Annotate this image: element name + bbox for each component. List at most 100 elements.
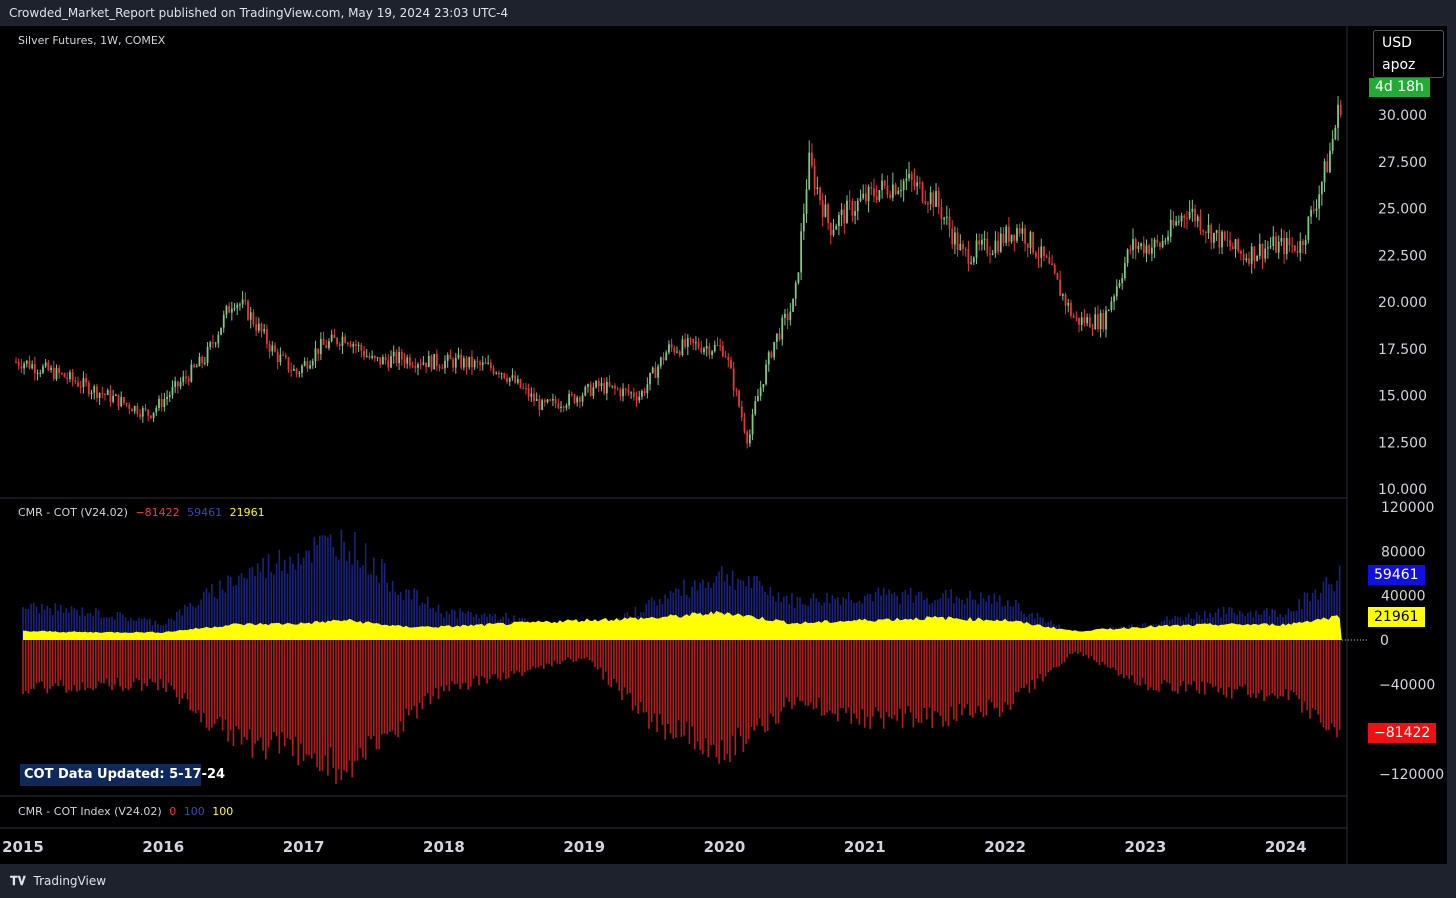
candle-body — [484, 362, 487, 364]
cot-bar-red — [564, 640, 567, 661]
cot-bar-blue — [901, 591, 904, 640]
candle-body — [376, 357, 379, 359]
cot-bar-red — [410, 640, 413, 711]
cot-bar-red — [1050, 640, 1052, 671]
candle-body — [295, 368, 298, 374]
candle-body — [999, 233, 1002, 252]
candle-body — [816, 187, 819, 189]
candle-body — [1221, 231, 1223, 248]
candle-body — [449, 354, 452, 360]
cot-bar-blue — [265, 578, 267, 640]
cot-bar-red — [321, 640, 324, 771]
cot-bar-red — [955, 640, 958, 722]
candle-body — [185, 376, 187, 379]
candle-body — [336, 337, 338, 344]
candle-body — [249, 312, 252, 320]
candle-body — [789, 311, 792, 321]
cot-bar-red — [688, 640, 691, 745]
candle-body — [465, 358, 468, 368]
cot-bar-blue — [837, 597, 839, 640]
cot-bar-red — [567, 640, 569, 658]
cot-bar-red — [739, 640, 742, 737]
cot-bar-red — [1020, 640, 1023, 688]
cot-bar-blue — [178, 609, 181, 640]
cot-bar-red — [661, 640, 664, 725]
candle-body — [1110, 301, 1113, 310]
chart-area[interactable]: 10.000 12.500 15.000 17.500 20.000 22.500 25.0… — [0, 26, 1447, 864]
cot-bar-red — [1198, 640, 1201, 694]
candle-body — [158, 398, 160, 409]
cot-bar-red — [1090, 640, 1093, 657]
cot-bar-blue — [731, 570, 734, 640]
candle-body — [1005, 226, 1008, 243]
cot-bar-blue — [343, 541, 345, 640]
cot-bar-blue — [772, 595, 774, 640]
tradingview-brand[interactable]: 𝐓𝐕 TradingView — [10, 874, 106, 889]
candle-body — [692, 338, 695, 343]
currency-unit-box[interactable]: USD apoz — [1373, 30, 1444, 78]
cot-bar-red — [378, 640, 380, 749]
cot-bar-red — [486, 640, 488, 684]
cot-bar-red — [575, 640, 577, 662]
candle-body — [1156, 239, 1159, 243]
cot-bar-blue — [1006, 600, 1009, 640]
candle-body — [141, 408, 144, 417]
unit-label: apoz — [1382, 57, 1416, 73]
cot-bar-red — [710, 640, 712, 746]
candle-body — [1177, 221, 1180, 223]
candle-body — [972, 257, 975, 263]
cot-bar-blue — [998, 595, 1001, 640]
candle-body — [546, 399, 549, 403]
candle-body — [468, 356, 471, 368]
candle-body — [25, 360, 28, 364]
candle-body — [832, 229, 835, 236]
cot-bar-red — [1263, 640, 1265, 702]
currency-label: USD — [1382, 35, 1412, 51]
index-pane-legend: CMR - COT Index (V24.02) 0 100 100 — [18, 805, 233, 818]
candle-body — [703, 348, 705, 353]
candle-body — [767, 352, 770, 365]
cot-bar-blue — [24, 609, 27, 640]
cot-bar-red — [1001, 640, 1004, 713]
chart-canvas[interactable]: 10.000 12.500 15.000 17.500 20.000 22.500 25.0… — [0, 26, 1447, 864]
cot-bar-red — [1171, 640, 1174, 691]
cot-bar-red — [1074, 640, 1077, 652]
cot-bar-red — [162, 640, 165, 689]
cot-bar-blue — [1322, 581, 1325, 640]
cot-bar-blue — [1325, 576, 1327, 640]
cot-bar-red — [497, 640, 499, 679]
candle-body — [236, 304, 239, 309]
cot-bar-red — [707, 640, 710, 758]
cot-bar-red — [1287, 640, 1290, 701]
cot-bar-blue — [381, 558, 383, 640]
cot-bar-red — [1255, 640, 1257, 698]
candle-body — [1043, 246, 1045, 257]
candle-body — [1183, 215, 1186, 218]
cot-bar-red — [971, 640, 974, 718]
candle-body — [476, 360, 479, 363]
time-tick-label: 2021 — [844, 838, 886, 856]
cot-bar-red — [1031, 640, 1033, 681]
candle-body — [994, 240, 997, 254]
cot-bar-blue — [135, 620, 138, 640]
candle-body — [595, 381, 597, 388]
cot-bar-red — [443, 640, 445, 692]
candle-body — [886, 185, 889, 195]
cot-bar-blue — [704, 587, 707, 640]
candle-body — [31, 364, 34, 369]
cot-bar-red — [915, 640, 917, 719]
candle-body — [673, 347, 676, 353]
cot-bar-blue — [413, 588, 416, 640]
cot-bar-red — [345, 640, 348, 773]
candle-body — [1266, 247, 1269, 249]
candle-body — [711, 351, 713, 355]
cot-bar-blue — [874, 591, 877, 640]
time-tick-label: 2017 — [283, 838, 325, 856]
candle-body — [1086, 317, 1089, 324]
candle-body — [33, 364, 36, 374]
cot-bar-blue — [351, 564, 353, 640]
cot-bar-red — [1093, 640, 1095, 661]
cot-bar-red — [51, 640, 54, 687]
candle-body — [759, 387, 762, 396]
candle-body — [748, 434, 751, 444]
